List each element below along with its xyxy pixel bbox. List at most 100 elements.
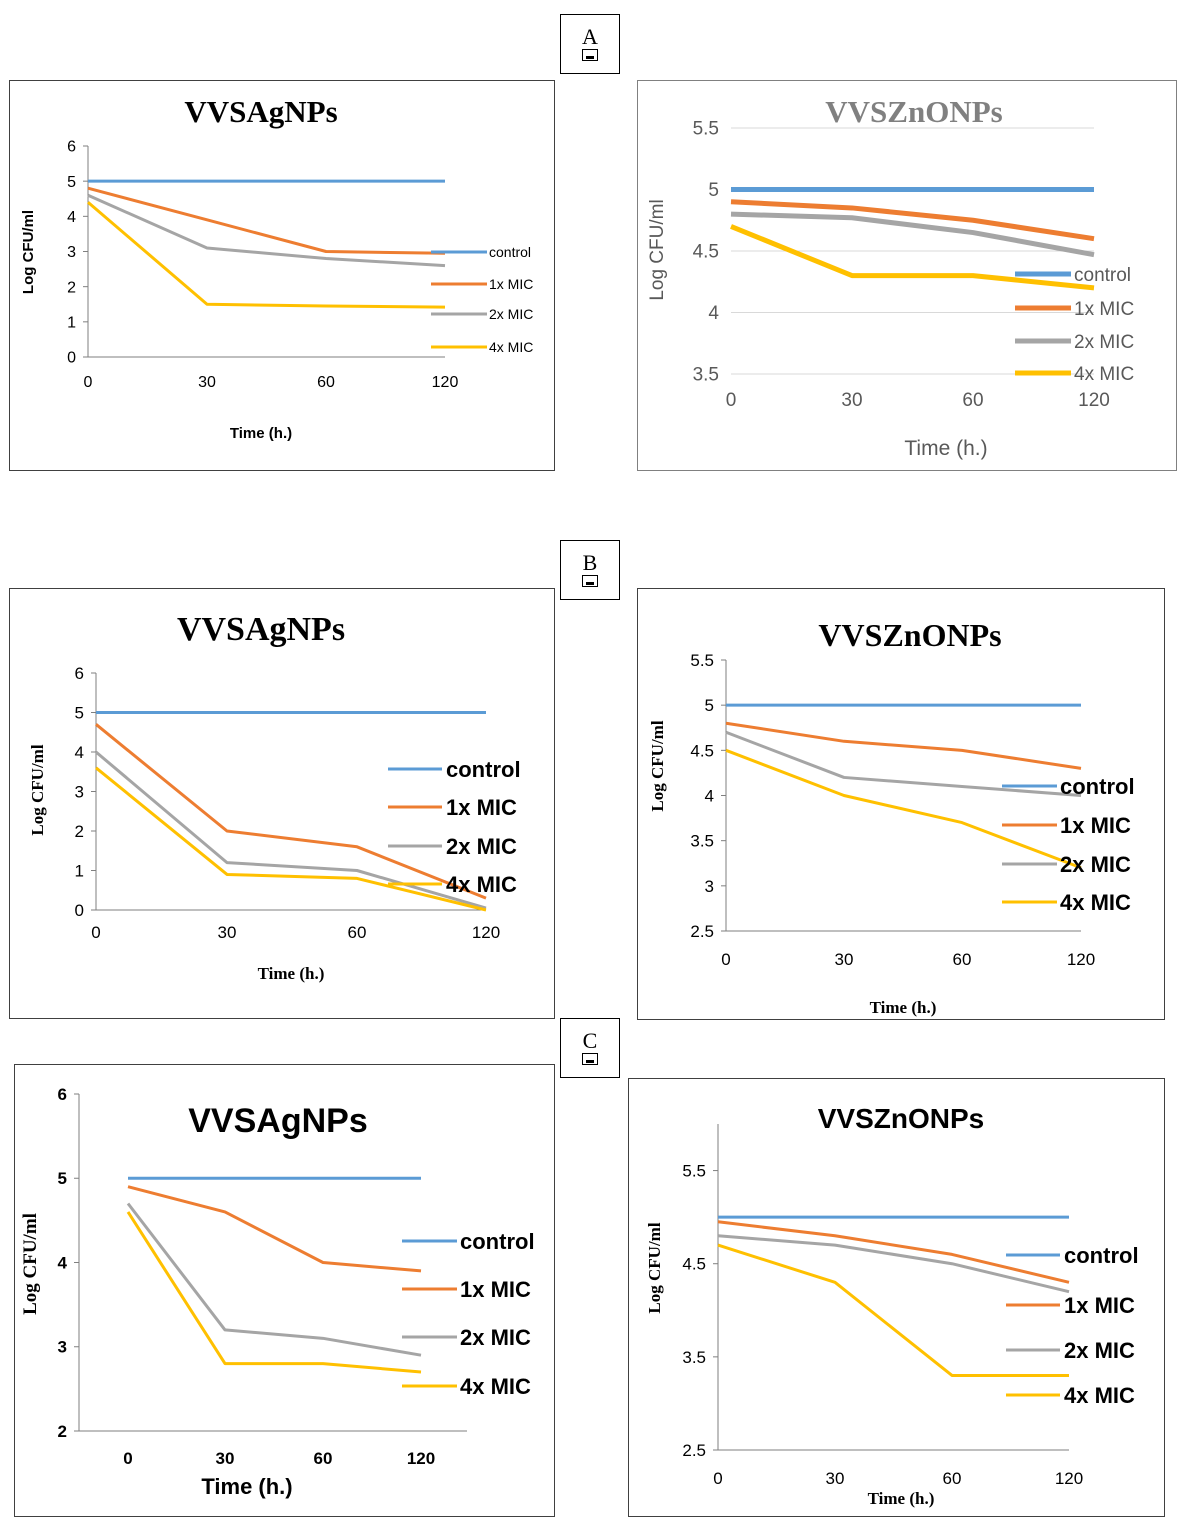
y-axis-title: Log CFU/ml xyxy=(645,1222,664,1313)
y-tick-label: 1 xyxy=(75,861,84,880)
y-tick-label: 5 xyxy=(67,174,76,191)
series-line-2x-mic xyxy=(717,1234,1070,1294)
series-line-1x-mic xyxy=(730,199,1095,242)
y-axis-title: Log CFU/ml xyxy=(648,720,667,811)
x-tick-label: 120 xyxy=(432,374,459,391)
legend-label: 1x MIC xyxy=(446,795,517,820)
x-tick-label: 0 xyxy=(721,950,730,969)
y-tick-label: 3 xyxy=(705,877,714,896)
y-tick-label: 2 xyxy=(67,279,76,296)
y-tick-label: 3.5 xyxy=(682,1348,706,1367)
x-tick-label: 120 xyxy=(472,923,500,942)
x-tick-label: 120 xyxy=(1067,950,1095,969)
y-axis-title: Log CFU/ml xyxy=(20,210,37,294)
y-tick-label: 4 xyxy=(708,303,719,324)
y-tick-label: 1 xyxy=(67,314,76,331)
legend-label: 4x MIC xyxy=(489,339,533,355)
panel-letter: A xyxy=(582,24,598,49)
y-tick-label: 5 xyxy=(75,703,84,722)
y-tick-label: 5.5 xyxy=(682,1162,706,1181)
series-line-1x-mic xyxy=(725,721,1082,770)
legend-label: control xyxy=(1074,265,1131,286)
legend-label: 2x MIC xyxy=(1064,1338,1135,1363)
x-tick-label: 30 xyxy=(826,1469,845,1488)
y-tick-label: 4 xyxy=(705,786,714,805)
y-tick-label: 3 xyxy=(58,1338,67,1357)
x-tick-label: 30 xyxy=(841,390,862,411)
x-axis-title: Time (h.) xyxy=(904,437,987,460)
chart-c-zinc: 2.5 3.5 4.5 5.5 0 30 60 120 control 1x MIC 2x MIC 4… xyxy=(628,1078,1165,1517)
y-tick-label: 5.5 xyxy=(693,119,719,140)
y-tick-label: 6 xyxy=(58,1085,67,1104)
legend-label: control xyxy=(1060,774,1135,799)
y-tick-label: 6 xyxy=(67,139,76,156)
series-line-4x-mic xyxy=(126,1211,422,1374)
chart-a-zinc: 3.5 4 4.5 5 5.5 0 30 60 120 control 1x MIC 2x MIC 4x… xyxy=(637,80,1177,471)
y-tick-label: 4 xyxy=(58,1253,68,1272)
y-tick-label: 6 xyxy=(75,664,84,683)
collapse-icon xyxy=(582,1053,598,1065)
y-tick-label: 0 xyxy=(75,901,84,920)
chart-frame xyxy=(14,1064,555,1517)
series-line-4x-mic xyxy=(87,201,446,309)
legend-label: control xyxy=(1064,1243,1139,1268)
x-axis-title: Time (h.) xyxy=(201,1474,292,1499)
legend-label: 2x MIC xyxy=(1060,852,1131,877)
legend-label: 1x MIC xyxy=(1064,1293,1135,1318)
y-tick-label: 2 xyxy=(58,1422,67,1441)
x-tick-label: 120 xyxy=(407,1449,435,1468)
x-tick-label: 120 xyxy=(1055,1469,1083,1488)
x-axis-title: Time (h.) xyxy=(258,964,325,983)
chart-title: VVSZnONPs xyxy=(818,617,1001,653)
y-tick-label: 5 xyxy=(708,180,719,201)
x-tick-label: 0 xyxy=(91,923,100,942)
y-tick-label: 4.5 xyxy=(693,242,719,263)
chart-title: VVSAgNPs xyxy=(184,94,337,129)
chart-frame xyxy=(9,588,555,1019)
x-tick-label: 60 xyxy=(943,1469,962,1488)
series-line-1x-mic xyxy=(127,1185,422,1273)
x-axis-title: Time (h.) xyxy=(230,425,292,442)
chart-title: VVSZnONPs xyxy=(818,1103,984,1134)
panel-label-b: B xyxy=(560,540,620,600)
chart-title: VVSZnONPs xyxy=(825,94,1002,129)
series-line-4x-mic xyxy=(725,748,1082,870)
collapse-icon xyxy=(582,575,598,587)
chart-title: VVSAgNPs xyxy=(188,1102,368,1140)
x-tick-label: 60 xyxy=(348,923,367,942)
series-line-4x-mic xyxy=(717,1243,1069,1377)
x-tick-label: 60 xyxy=(317,374,335,391)
legend-label: 4x MIC xyxy=(1064,1383,1135,1408)
x-axis-title: Time (h.) xyxy=(870,998,937,1017)
x-tick-label: 120 xyxy=(1078,390,1110,411)
legend-label: 4x MIC xyxy=(446,872,517,897)
series-line-2x-mic xyxy=(725,730,1082,797)
y-tick-label: 3.5 xyxy=(693,365,719,386)
x-tick-label: 0 xyxy=(84,374,93,391)
series-line-2x-mic xyxy=(730,211,1095,258)
y-tick-label: 4 xyxy=(75,743,84,762)
series-line-2x-mic xyxy=(87,193,446,268)
x-tick-label: 30 xyxy=(835,950,854,969)
legend-label: 4x MIC xyxy=(1074,364,1134,385)
series-line-1x-mic xyxy=(87,186,446,255)
legend-label: 2x MIC xyxy=(460,1325,531,1350)
y-tick-label: 5.5 xyxy=(690,651,714,670)
x-tick-label: 60 xyxy=(962,390,983,411)
y-tick-label: 2 xyxy=(75,822,84,841)
y-tick-label: 3.5 xyxy=(690,832,714,851)
y-axis-title: Log CFU/ml xyxy=(28,744,47,835)
y-tick-label: 4.5 xyxy=(690,741,714,760)
series-line-2x-mic xyxy=(95,750,487,910)
x-axis-title: Time (h.) xyxy=(868,1489,935,1508)
series-line-4x-mic xyxy=(730,224,1095,291)
legend-label: 1x MIC xyxy=(1060,813,1131,838)
x-tick-label: 30 xyxy=(218,923,237,942)
panel-letter: C xyxy=(582,1028,598,1053)
legend-label: 2x MIC xyxy=(446,834,517,859)
y-axis-title: Log CFU/ml xyxy=(20,1213,41,1315)
y-tick-label: 2.5 xyxy=(682,1441,706,1460)
panel-label-a: A xyxy=(560,14,620,74)
legend-label: control xyxy=(446,757,521,782)
